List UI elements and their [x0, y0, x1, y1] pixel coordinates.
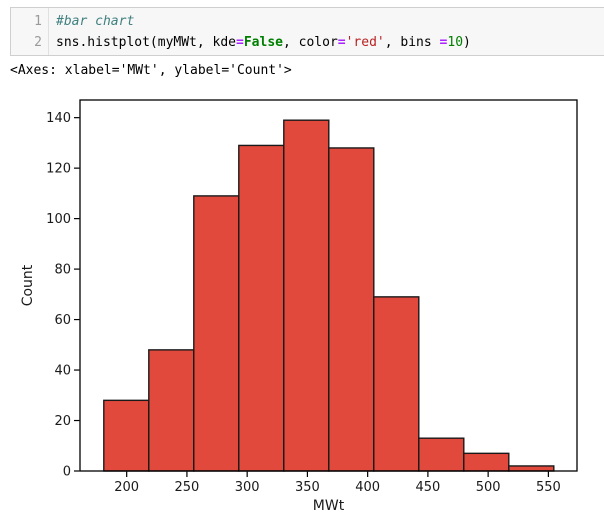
code-token: 10	[447, 35, 464, 50]
y-axis-tick-label: 80	[54, 263, 71, 278]
x-axis-tick-label: 400	[355, 480, 380, 495]
y-axis-tick-label: 100	[46, 212, 71, 227]
code-token: , bins	[384, 35, 440, 50]
x-axis-tick-label: 300	[235, 480, 260, 495]
histogram-bar	[373, 296, 420, 472]
code-token: #bar chart	[56, 14, 135, 29]
y-axis-tick-label: 20	[54, 414, 71, 429]
code-token: False	[243, 35, 283, 50]
code-token: =	[439, 35, 448, 50]
y-axis-tick-label: 60	[54, 313, 71, 328]
histogram-bar	[508, 465, 555, 472]
code-token: 'red'	[345, 35, 385, 50]
code-line: sns.histplot(myMWt, kde=False, color='re…	[56, 32, 471, 53]
histogram-bar	[418, 437, 465, 472]
line-number: 1	[34, 14, 42, 29]
x-axis-tick-label: 500	[476, 480, 501, 495]
code-token: =	[236, 35, 244, 50]
code-token: =	[337, 35, 346, 50]
histogram-bar	[103, 399, 150, 472]
line-number: 2	[34, 35, 42, 50]
histogram-bar	[238, 144, 285, 472]
x-axis-label: MWt	[313, 498, 345, 514]
histogram-bar	[463, 452, 510, 472]
histogram-bar	[328, 147, 375, 472]
y-axis-tick-label: 140	[46, 111, 71, 126]
code-token: sns.histplot(myMWt, kde	[56, 35, 237, 50]
code-line: #bar chart	[56, 11, 471, 32]
x-axis-tick-label: 250	[175, 480, 200, 495]
code-token: )	[463, 35, 471, 50]
histogram-bar	[148, 349, 195, 472]
y-axis-tick-label: 0	[63, 465, 71, 480]
histogram-bar	[283, 119, 330, 472]
histogram-figure: 200 250 300 350 400 450 500 550 0 20 40 60 80 100 120 1…	[20, 99, 578, 514]
histogram-bar	[193, 195, 240, 472]
execution-output-text: <Axes: xlabel='MWt', ylabel='Count'>	[10, 63, 292, 78]
x-axis-tick-label: 200	[114, 480, 139, 495]
code-editor[interactable]: #bar chart sns.histplot(myMWt, kde=False,…	[49, 8, 471, 55]
y-axis-label: Count	[20, 264, 36, 306]
code-token: , color	[282, 35, 338, 50]
x-axis-tick-label: 450	[415, 480, 440, 495]
y-axis-tick-label: 40	[54, 364, 71, 379]
x-axis-tick-label: 350	[295, 480, 320, 495]
y-axis-tick-label: 120	[46, 162, 71, 177]
x-axis-tick-label: 550	[536, 480, 561, 495]
plot-border	[79, 99, 578, 472]
